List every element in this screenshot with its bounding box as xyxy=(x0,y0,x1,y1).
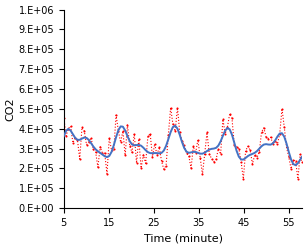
X-axis label: Time (minute): Time (minute) xyxy=(144,234,223,244)
Y-axis label: CO2: CO2 xyxy=(6,97,16,121)
